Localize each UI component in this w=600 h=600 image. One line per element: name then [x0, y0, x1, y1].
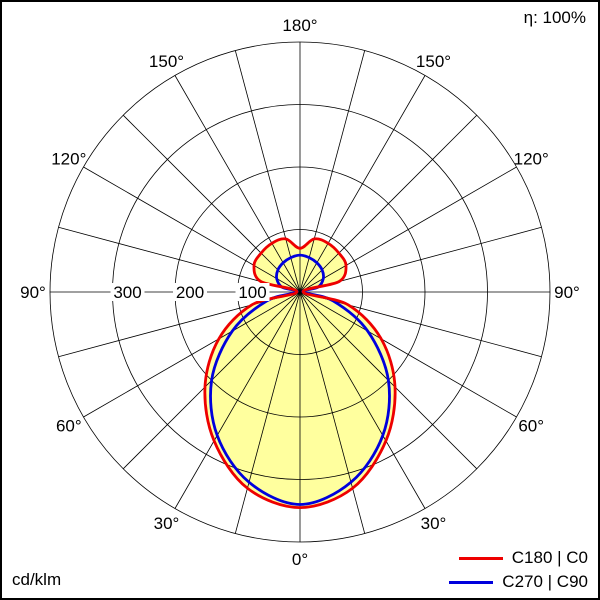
ring-label-bg — [173, 283, 207, 301]
unit-label: cd/klm — [12, 570, 62, 589]
grid-spoke — [299, 291, 426, 509]
grid-spoke — [174, 75, 301, 293]
angle-label: 150° — [149, 52, 184, 71]
grid-spoke — [299, 291, 517, 418]
angle-label: 30° — [421, 514, 447, 533]
legend-label: C270 | C90 — [502, 572, 588, 591]
angle-label: 120° — [51, 150, 86, 169]
angle-label: 150° — [416, 52, 451, 71]
angle-label: 60° — [518, 417, 544, 436]
grid-spoke — [299, 291, 366, 534]
legend-label: C180 | C0 — [511, 548, 588, 567]
curve-c180-c0 — [203, 237, 397, 509]
angle-label: 90° — [20, 283, 46, 302]
grid-spoke — [83, 166, 301, 293]
legend-row-c180-c0: C180 | C0 — [449, 548, 588, 568]
legend-swatch — [458, 556, 503, 560]
grid-spoke — [299, 114, 478, 293]
angle-label: 60° — [56, 417, 82, 436]
grid-spoke — [234, 291, 301, 534]
curve-c270-c90 — [209, 253, 391, 506]
legend-row-c270-c90: C270 | C90 — [449, 572, 588, 592]
efficiency-label: η: 100% — [523, 8, 586, 27]
grid-spoke — [234, 50, 301, 293]
angle-label: 120° — [514, 150, 549, 169]
grid-spoke — [299, 166, 517, 293]
grid-spoke — [299, 50, 366, 293]
angle-label: 90° — [554, 283, 580, 302]
grid-spoke — [174, 291, 301, 509]
ring-label: 200 — [176, 283, 204, 302]
angle-label: 180° — [282, 16, 317, 35]
angle-label: 0° — [292, 550, 308, 569]
ring-label: 300 — [113, 283, 141, 302]
legend-swatch — [449, 580, 494, 584]
ring-label-bg — [110, 283, 145, 301]
grid-spoke — [122, 114, 301, 293]
ring-label: 100 — [238, 283, 266, 302]
grid-spoke — [83, 291, 301, 418]
grid-spoke — [299, 75, 426, 293]
ring-label-bg — [235, 283, 270, 301]
legend: C180 | C0 C270 | C90 — [449, 548, 588, 592]
angle-label: 30° — [154, 514, 180, 533]
